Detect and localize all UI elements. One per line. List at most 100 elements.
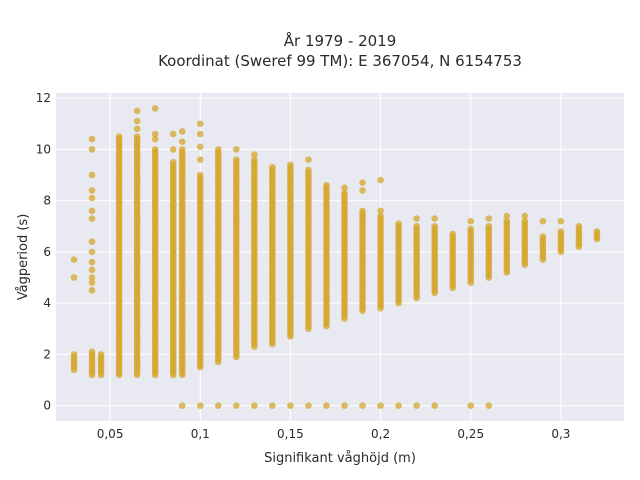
data-point — [233, 146, 240, 153]
data-point — [151, 135, 159, 143]
data-point — [88, 238, 96, 245]
data-point — [196, 143, 204, 151]
y-axis-title: Vågperiod (s) — [16, 214, 31, 301]
data-point — [485, 402, 493, 409]
data-point — [431, 402, 438, 409]
data-point — [88, 135, 96, 143]
data-point — [485, 222, 493, 230]
data-point — [178, 128, 186, 135]
data-points — [70, 105, 601, 409]
data-point — [196, 402, 204, 409]
data-point — [88, 248, 96, 256]
y-tick-label: 2 — [43, 347, 51, 361]
data-point — [88, 187, 96, 194]
data-point — [287, 402, 294, 409]
data-point — [395, 402, 402, 409]
data-point — [214, 146, 222, 153]
data-point — [521, 217, 529, 225]
data-point — [214, 402, 222, 409]
data-point — [88, 266, 96, 274]
data-point — [467, 225, 475, 233]
data-point — [178, 402, 186, 409]
data-point — [593, 228, 601, 235]
data-point — [413, 222, 420, 230]
data-point — [97, 351, 105, 358]
data-point — [251, 156, 258, 163]
x-axis-ticks: 0,05 0,1 0,15 0,2 0,25 0,3 — [97, 427, 571, 441]
data-point — [196, 120, 204, 128]
data-point — [133, 125, 141, 133]
data-point — [377, 402, 384, 409]
data-point — [341, 184, 348, 192]
data-point — [88, 215, 96, 222]
data-point — [88, 207, 96, 215]
data-point — [151, 130, 159, 138]
data-point — [377, 176, 384, 184]
data-point — [413, 215, 420, 222]
y-tick-label: 4 — [43, 296, 51, 310]
data-point — [431, 222, 438, 230]
data-point — [70, 351, 78, 358]
data-point — [88, 287, 96, 294]
data-point — [70, 274, 78, 281]
data-point — [467, 217, 475, 225]
data-point — [88, 279, 96, 286]
data-point — [178, 146, 186, 153]
data-point — [88, 171, 96, 179]
data-point — [503, 212, 511, 220]
data-point — [169, 158, 177, 166]
data-point — [151, 146, 159, 153]
data-point — [287, 161, 294, 169]
data-point — [575, 222, 583, 230]
data-point — [151, 105, 159, 112]
data-point — [395, 220, 402, 227]
chart-title-line-1: År 1979 - 2019 — [284, 31, 397, 50]
data-point — [359, 179, 366, 186]
y-tick-label: 10 — [36, 142, 51, 156]
x-tick-label: 0,05 — [97, 427, 124, 441]
data-point — [341, 189, 348, 197]
data-point — [88, 258, 96, 266]
data-point — [557, 228, 565, 235]
data-point — [251, 402, 258, 409]
data-point — [305, 156, 312, 163]
data-point — [377, 207, 384, 215]
chart-title-line-2: Koordinat (Sweref 99 TM): E 367054, N 61… — [158, 52, 522, 70]
data-point — [485, 215, 493, 222]
data-point — [196, 156, 204, 163]
data-point — [377, 212, 384, 220]
data-point — [251, 151, 258, 158]
data-point — [539, 217, 547, 225]
data-point — [133, 117, 141, 125]
y-tick-label: 0 — [43, 399, 51, 413]
y-tick-label: 8 — [43, 194, 51, 208]
data-point — [467, 402, 475, 409]
data-point — [539, 233, 547, 240]
y-tick-label: 6 — [43, 245, 51, 259]
data-point — [233, 156, 240, 163]
data-point — [557, 217, 565, 225]
data-point — [88, 194, 96, 202]
x-tick-label: 0,15 — [277, 427, 304, 441]
x-axis-title: Signifikant våghöjd (m) — [264, 451, 416, 466]
data-point — [449, 230, 456, 238]
x-tick-label: 0,3 — [551, 427, 570, 441]
data-point — [233, 402, 240, 409]
data-point — [178, 138, 186, 145]
data-point — [88, 146, 96, 153]
data-point — [269, 164, 276, 171]
data-point — [359, 402, 366, 409]
data-point — [88, 274, 96, 281]
data-point — [341, 402, 348, 409]
data-point — [196, 171, 204, 179]
data-point — [323, 402, 330, 409]
y-axis-ticks: 0 2 4 6 8 10 12 — [36, 91, 51, 413]
data-point — [431, 215, 438, 222]
y-tick-label: 12 — [36, 91, 51, 105]
data-point — [323, 181, 330, 189]
data-point — [359, 207, 366, 215]
data-point — [269, 402, 276, 409]
data-point — [115, 133, 123, 140]
data-point — [503, 217, 511, 225]
